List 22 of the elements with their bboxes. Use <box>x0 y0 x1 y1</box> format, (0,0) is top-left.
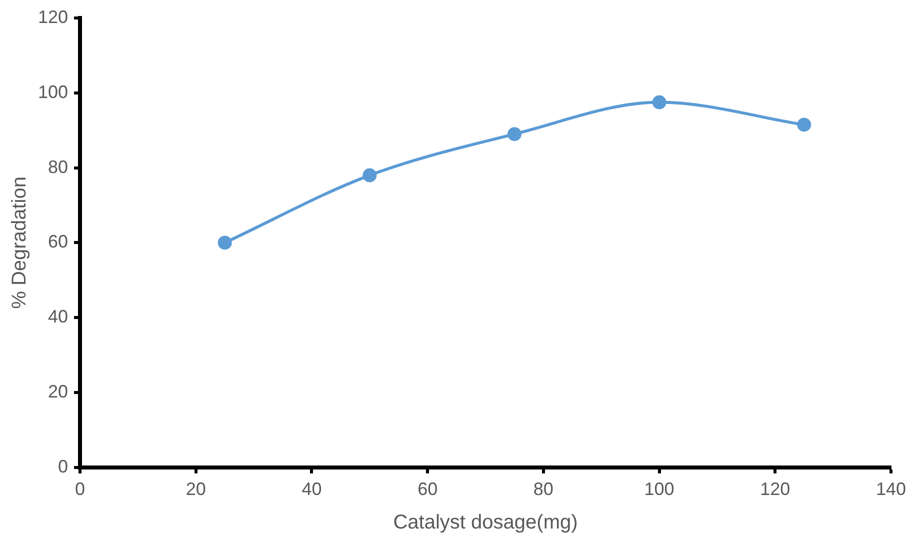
y-axis-title: % Degradation <box>8 176 31 309</box>
point <box>218 236 232 250</box>
x-tick-label: 20 <box>186 479 206 500</box>
x-tick-label: 120 <box>760 479 790 500</box>
point <box>362 168 377 182</box>
x-axis-title: Catalyst dosage(mg) <box>393 512 578 534</box>
y-tick-label: 80 <box>48 156 68 177</box>
point <box>797 118 812 132</box>
y-tick-label: 120 <box>38 6 68 27</box>
x-tick-label: 80 <box>533 479 554 500</box>
point <box>507 127 522 142</box>
x-tick-label: 60 <box>418 479 438 500</box>
x-tick-label: 40 <box>302 479 322 500</box>
y-tick-label: 20 <box>48 381 68 402</box>
x-tick-label: 140 <box>876 479 906 500</box>
x-tick-label: 100 <box>644 479 674 500</box>
y-tick-label: 60 <box>48 232 68 252</box>
y-tick-label: 40 <box>48 306 68 327</box>
y-tick-label: 100 <box>38 82 68 102</box>
y-tick-label: 0 <box>58 456 68 476</box>
point <box>652 95 666 110</box>
x-tick-label: 0 <box>75 479 86 500</box>
